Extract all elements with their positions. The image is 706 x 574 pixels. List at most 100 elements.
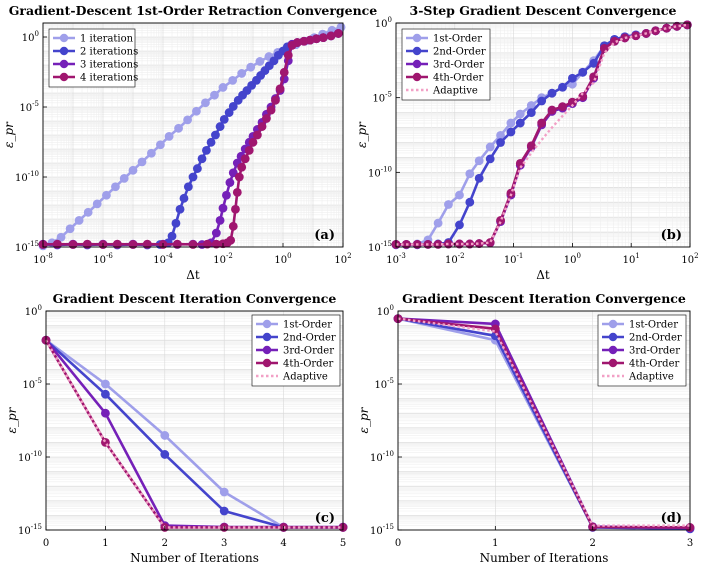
data-point: [244, 145, 254, 155]
y-tick-label: 10-10: [18, 450, 42, 464]
data-point: [156, 140, 165, 150]
data-point: [192, 106, 201, 116]
x-tick-exponent: -1: [517, 252, 524, 260]
data-point: [218, 203, 228, 213]
y-tick-label: 10-15: [15, 240, 39, 254]
y-tick-exponent: 0: [388, 16, 392, 24]
legend-swatch-marker: [412, 46, 422, 56]
data-point: [318, 33, 328, 43]
y-tick-base: 10: [368, 168, 381, 179]
x-tick-base: 5: [340, 538, 346, 549]
data-point: [211, 239, 221, 249]
data-point: [465, 239, 475, 249]
x-axis-label: Number of Iterations: [480, 551, 609, 565]
data-point: [183, 115, 192, 125]
x-tick-label: 10-2: [445, 252, 465, 266]
data-point: [164, 131, 174, 141]
x-tick-exponent: -2: [458, 252, 465, 260]
x-tick-label: 2: [589, 538, 595, 549]
data-point: [82, 239, 92, 249]
chart-title: Gradient Descent Iteration Convergence: [53, 291, 337, 306]
y-tick-exponent: -10: [28, 170, 39, 178]
data-point: [167, 231, 177, 241]
legend-label: 4th-Order: [433, 73, 483, 84]
data-point: [232, 187, 242, 197]
legend-label: 4th-Order: [629, 359, 679, 370]
axes-frame: [42, 22, 344, 248]
legend-swatch-marker: [59, 59, 69, 69]
legend: 1st-Order 2nd-Order 3rd-Order 4th-Order Adap…: [401, 28, 491, 101]
series-line: [44, 339, 343, 529]
x-tick-base: 3: [687, 538, 693, 549]
x-tick-exponent: 2: [694, 252, 698, 260]
y-tick-label: 10-15: [368, 240, 392, 254]
data-point: [174, 123, 183, 133]
x-tick-base: 10: [564, 255, 577, 266]
y-tick-label: 10-10: [368, 165, 392, 179]
data-point: [465, 169, 475, 179]
legend-label: Adaptive: [282, 372, 328, 383]
y-tick-exponent: 0: [38, 304, 42, 312]
y-tick-label: 100: [25, 304, 42, 318]
data-point: [228, 75, 238, 85]
y-tick-label: 10-10: [370, 450, 394, 464]
data-point: [218, 83, 228, 92]
data-point: [506, 118, 516, 128]
y-tick-exponent: -15: [383, 523, 394, 531]
legend: 1st-Order 2nd-Order 3rd-Order 4th-Order Adap…: [597, 314, 687, 387]
data-point: [102, 190, 111, 200]
y-tick-label: 10-15: [18, 523, 42, 537]
data-point: [224, 108, 234, 117]
x-tick-label: 10-3: [386, 252, 406, 266]
legend-label: 1st-Order: [433, 34, 482, 45]
legend-label: 4th-Order: [283, 359, 333, 370]
y-tick-label: 10-5: [22, 377, 42, 391]
x-tick-exponent: -4: [166, 252, 173, 260]
data-point: [206, 137, 216, 147]
data-point: [101, 408, 110, 418]
legend-swatch-marker: [412, 59, 422, 69]
data-point: [485, 154, 495, 164]
y-axis-label: ε_pr: [357, 406, 371, 433]
x-tick-label: 0: [43, 538, 49, 549]
data-point: [119, 173, 129, 183]
data-point: [547, 105, 557, 115]
data-point: [558, 102, 567, 112]
data-point: [172, 239, 182, 249]
data-point: [262, 114, 271, 123]
data-point: [568, 73, 577, 83]
data-point: [444, 200, 453, 209]
axes-frame: [45, 310, 344, 531]
series-adaptive: [44, 339, 343, 529]
legend-swatch-marker: [412, 72, 422, 82]
legend-swatch-marker: [59, 46, 69, 56]
data-point: [128, 165, 138, 175]
axes-frame: [397, 310, 691, 531]
legend: 1 iteration 2 iterations 3 iterations 4 ite…: [48, 28, 138, 88]
y-tick-base: 10: [377, 307, 390, 318]
y-tick-exponent: -5: [387, 377, 394, 385]
y-tick-base: 10: [368, 243, 381, 254]
data-point: [589, 58, 599, 68]
data-point: [474, 156, 484, 166]
y-tick-exponent: -10: [383, 450, 394, 458]
x-tick-exponent: -6: [106, 252, 113, 260]
legend-swatch-marker: [412, 33, 422, 43]
data-point: [568, 97, 577, 107]
x-tick-base: 10: [274, 255, 287, 266]
data-point: [101, 389, 110, 399]
y-tick-base: 10: [19, 103, 32, 114]
x-tick-base: 2: [589, 538, 595, 549]
series-adaptive: [396, 23, 688, 246]
data-point: [246, 62, 256, 72]
data-point: [202, 145, 211, 155]
data-point: [65, 224, 75, 234]
data-point: [219, 506, 229, 516]
data-point: [485, 142, 495, 152]
data-point: [101, 379, 110, 389]
y-tick-base: 10: [374, 380, 387, 391]
data-point: [231, 204, 240, 214]
panel-annotation: (b): [661, 228, 682, 243]
data-point: [215, 122, 225, 131]
y-tick-base: 10: [15, 173, 28, 184]
